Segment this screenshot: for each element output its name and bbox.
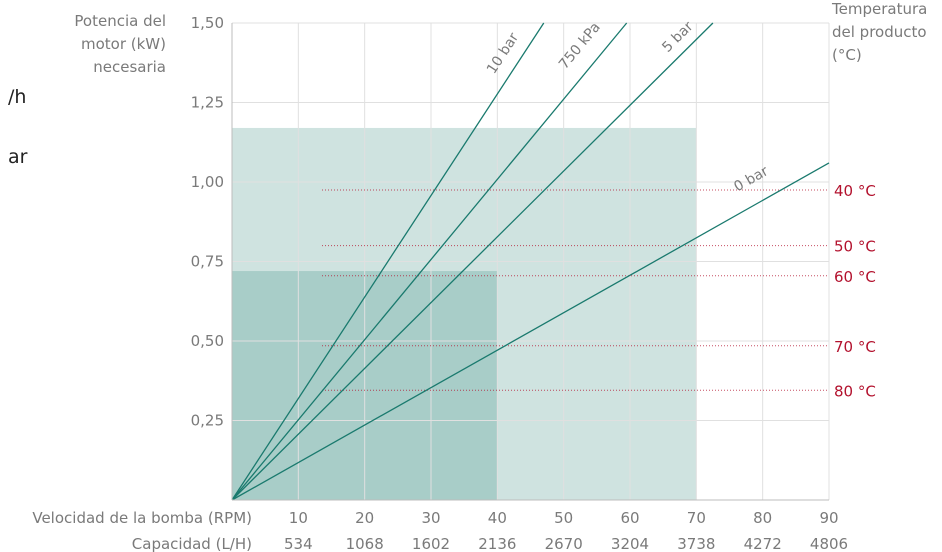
- y-axis-title-line-2: motor (kW): [81, 35, 166, 53]
- x-tick-capacity-2136: 2136: [478, 535, 516, 552]
- x-tick-capacity-3738: 3738: [677, 535, 715, 552]
- temperature-lines: [322, 189, 828, 391]
- x-tick-rpm-30: 30: [421, 509, 440, 527]
- x-tick-rpm-70: 70: [687, 509, 706, 527]
- x-tick-rpm-90: 90: [819, 509, 838, 527]
- y2-axis-title-line-1: Temperatura: [831, 0, 927, 18]
- series-line-1: [231, 22, 545, 501]
- x-tick-rpm-40: 40: [488, 509, 507, 527]
- x-tick-rpm-80: 80: [753, 509, 772, 527]
- y2-axis-title-line-2: del producto: [832, 23, 927, 41]
- left-fragment-2: ar: [8, 146, 28, 168]
- x-tick-capacity-1602: 1602: [412, 535, 450, 552]
- x-tick-rpm-10: 10: [289, 509, 308, 527]
- temperature-label-4: 70 °C: [834, 338, 876, 356]
- x-tick-rpm-20: 20: [355, 509, 374, 527]
- series-lines: [231, 22, 830, 501]
- temperature-label-3: 60 °C: [834, 268, 876, 286]
- y-tick-label-6: 0,25: [191, 412, 224, 430]
- series-label-3: 5 bar: [659, 18, 696, 55]
- y2-axis-title-line-3: (°C): [832, 46, 862, 64]
- x-tick-capacity-4806: 4806: [810, 535, 848, 552]
- y-tick-label-4: 0,75: [191, 253, 224, 271]
- x-axis-label-capacity: Capacidad (L/H): [132, 535, 252, 552]
- y-tick-label-5: 0,50: [191, 332, 224, 350]
- series-label-1: 10 bar: [484, 30, 522, 77]
- temperature-label-2: 50 °C: [834, 238, 876, 256]
- y-axis-title-line-3: necesaria: [93, 58, 166, 76]
- x-tick-capacity-2670: 2670: [545, 535, 583, 552]
- x-tick-capacity-1068: 1068: [346, 535, 384, 552]
- y-tick-label-1: 1,50: [191, 14, 224, 32]
- series-line-3: [231, 22, 714, 501]
- temperature-label-5: 80 °C: [834, 382, 876, 400]
- y-axis-title-line-1: Potencia del: [74, 12, 166, 30]
- series-line-2: [231, 22, 628, 501]
- x-tick-capacity-3204: 3204: [611, 535, 649, 552]
- y-tick-label-3: 1,00: [191, 173, 224, 191]
- x-tick-rpm-50: 50: [554, 509, 573, 527]
- y-tick-label-2: 1,25: [191, 94, 224, 112]
- series-line-4: [231, 162, 830, 501]
- axes: [231, 23, 829, 501]
- x-tick-rpm-60: 60: [620, 509, 639, 527]
- x-tick-capacity-534: 534: [284, 535, 313, 552]
- temperature-label-1: 40 °C: [834, 182, 876, 200]
- x-tick-capacity-4272: 4272: [744, 535, 782, 552]
- x-axis-label-rpm: Velocidad de la bomba (RPM): [32, 509, 252, 527]
- left-fragment-1: /h: [8, 86, 27, 108]
- regions: [232, 127, 697, 500]
